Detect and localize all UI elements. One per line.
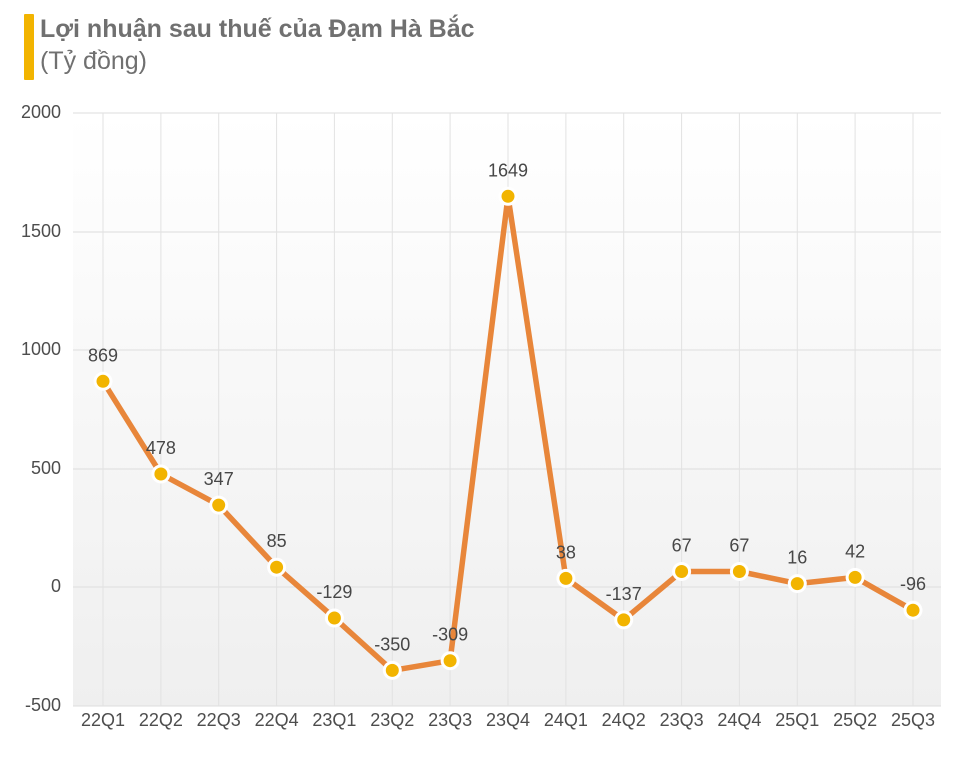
svg-text:24Q1: 24Q1 xyxy=(544,710,588,730)
svg-text:1000: 1000 xyxy=(21,339,61,359)
svg-text:869: 869 xyxy=(88,345,118,365)
svg-text:25Q1: 25Q1 xyxy=(775,710,819,730)
svg-text:1500: 1500 xyxy=(21,221,61,241)
svg-text:23Q1: 23Q1 xyxy=(312,710,356,730)
svg-text:24Q4: 24Q4 xyxy=(717,710,761,730)
svg-text:38: 38 xyxy=(556,542,576,562)
svg-text:24Q2: 24Q2 xyxy=(602,710,646,730)
svg-text:85: 85 xyxy=(267,531,287,551)
svg-text:22Q1: 22Q1 xyxy=(81,710,125,730)
svg-text:0: 0 xyxy=(51,576,61,596)
svg-text:67: 67 xyxy=(672,536,692,556)
svg-text:-350: -350 xyxy=(374,634,410,654)
svg-text:23Q2: 23Q2 xyxy=(370,710,414,730)
svg-text:25Q3: 25Q3 xyxy=(891,710,935,730)
svg-text:-309: -309 xyxy=(432,625,468,645)
svg-text:1649: 1649 xyxy=(488,160,528,180)
svg-text:67: 67 xyxy=(729,536,749,556)
svg-text:-129: -129 xyxy=(316,582,352,602)
svg-text:22Q2: 22Q2 xyxy=(139,710,183,730)
svg-text:-137: -137 xyxy=(606,584,642,604)
svg-text:478: 478 xyxy=(146,438,176,458)
svg-text:23Q4: 23Q4 xyxy=(486,710,530,730)
svg-text:16: 16 xyxy=(787,548,807,568)
svg-text:-96: -96 xyxy=(900,574,926,594)
svg-text:22Q3: 22Q3 xyxy=(197,710,241,730)
svg-text:2000: 2000 xyxy=(21,102,61,122)
svg-text:23Q3: 23Q3 xyxy=(428,710,472,730)
svg-text:42: 42 xyxy=(845,541,865,561)
svg-text:347: 347 xyxy=(204,469,234,489)
svg-text:25Q2: 25Q2 xyxy=(833,710,877,730)
svg-text:22Q4: 22Q4 xyxy=(255,710,299,730)
svg-text:-500: -500 xyxy=(25,695,61,715)
svg-text:23Q3: 23Q3 xyxy=(660,710,704,730)
svg-text:500: 500 xyxy=(31,458,61,478)
